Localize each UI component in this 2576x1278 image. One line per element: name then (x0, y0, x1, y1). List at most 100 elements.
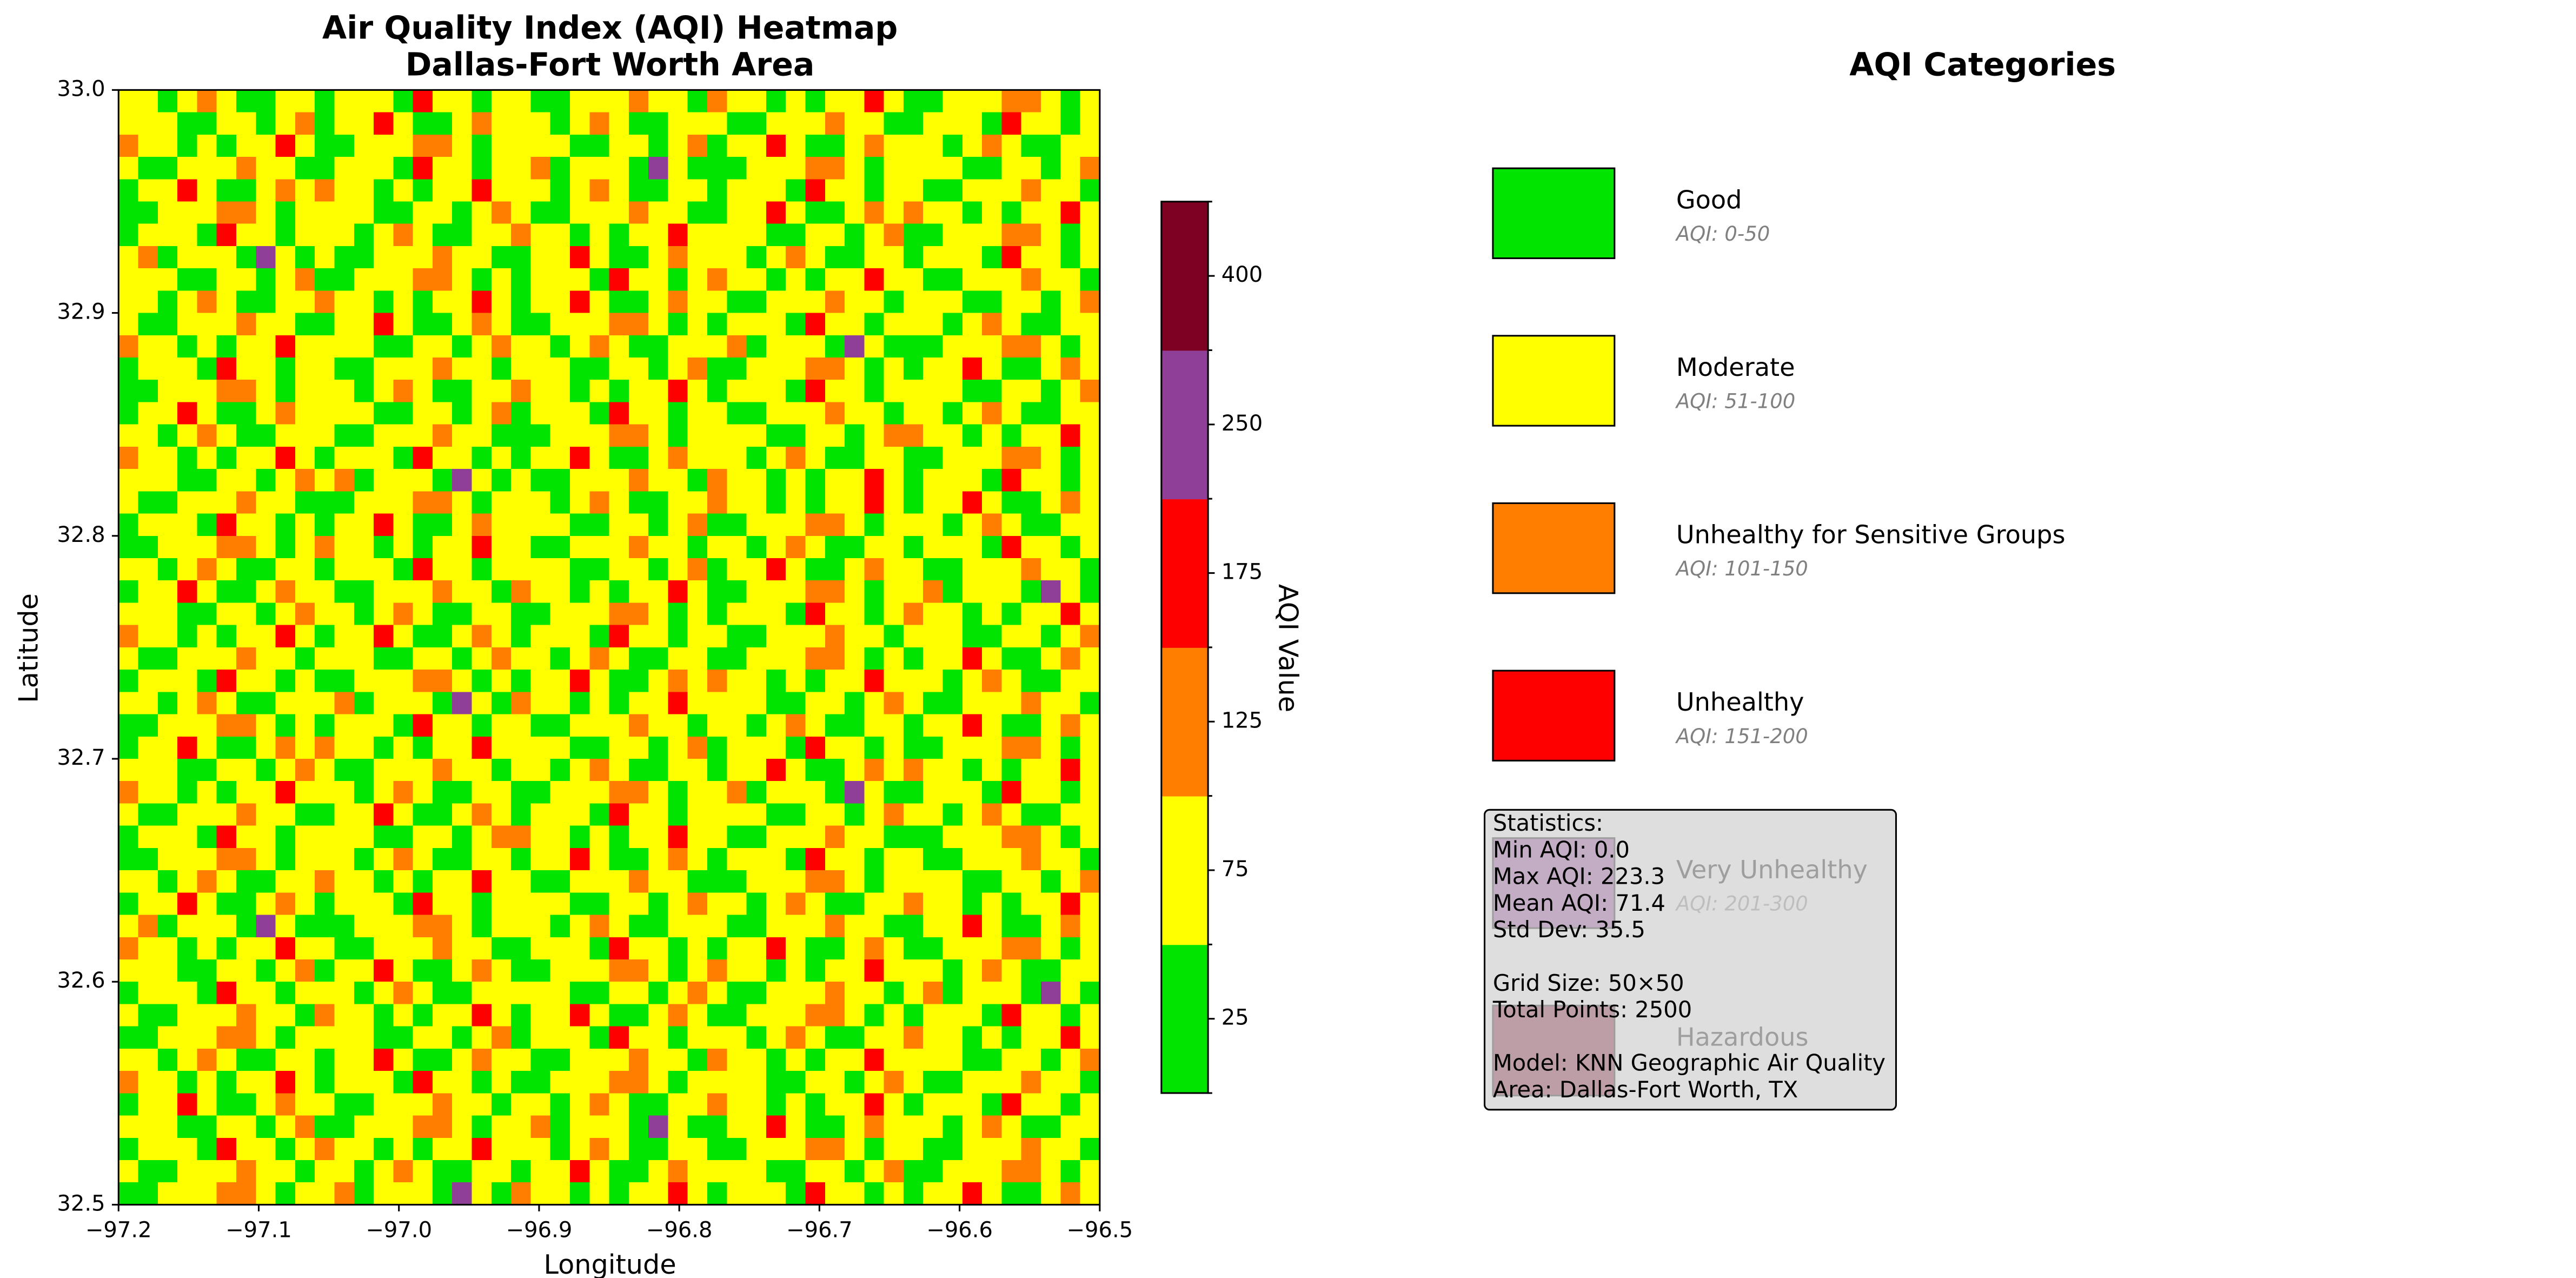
heatmap-cell (648, 290, 669, 314)
heatmap-cell (648, 759, 669, 782)
heatmap-cell (491, 1160, 512, 1183)
heatmap-cell (472, 1137, 492, 1161)
heatmap-cell (569, 335, 590, 358)
heatmap-cell (393, 469, 414, 492)
heatmap-cell (216, 1071, 237, 1094)
heatmap-cell (530, 625, 551, 648)
colorbar-tick-label: 25 (1221, 1005, 1249, 1030)
heatmap-cell (628, 558, 649, 581)
heatmap-cell (589, 223, 610, 247)
heatmap-cell (1080, 446, 1100, 470)
heatmap-cell (707, 602, 728, 626)
heatmap-cell (432, 1160, 453, 1183)
heatmap-cell (256, 268, 276, 292)
heatmap-cell (569, 670, 590, 693)
heatmap-cell (962, 558, 983, 581)
heatmap-cell (766, 1093, 787, 1116)
heatmap-cell (766, 937, 787, 960)
heatmap-cell (354, 513, 374, 537)
heatmap-cell (295, 223, 316, 247)
heatmap-cell (1060, 469, 1081, 492)
heatmap-cell (648, 424, 669, 447)
heatmap-cell (609, 1160, 629, 1183)
heatmap-cell (942, 692, 963, 715)
heatmap-cell (569, 424, 590, 447)
heatmap-cell (374, 380, 394, 403)
heatmap-cell (315, 90, 335, 113)
heatmap-cell (609, 736, 629, 759)
heatmap-cell (216, 223, 237, 247)
heatmap-cell (334, 625, 355, 648)
heatmap-cell (668, 714, 688, 737)
heatmap-cell (491, 1071, 512, 1094)
heatmap-cell (374, 1137, 394, 1161)
heatmap-cell (942, 1004, 963, 1027)
heatmap-cell (942, 446, 963, 470)
heatmap-cell (825, 915, 845, 938)
heatmap-cell (786, 1071, 806, 1094)
heatmap-cell (177, 759, 198, 782)
heatmap-cell (118, 1004, 139, 1027)
heatmap-cell (864, 335, 885, 358)
heatmap-cell (295, 491, 316, 514)
heatmap-cell (413, 803, 433, 826)
heatmap-cell (628, 1004, 649, 1027)
heatmap-cell (903, 1093, 924, 1116)
heatmap-cell (216, 825, 237, 849)
heatmap-cell (962, 714, 983, 737)
heatmap-cell (413, 246, 433, 269)
heatmap-cell (550, 714, 570, 737)
heatmap-cell (1021, 380, 1041, 403)
heatmap-cell (982, 803, 1002, 826)
heatmap-cell (295, 937, 316, 960)
heatmap-cell (354, 201, 374, 224)
heatmap-cell (609, 313, 629, 336)
heatmap-cell (884, 625, 904, 648)
heatmap-cell (491, 469, 512, 492)
heatmap-cell (118, 357, 139, 381)
heatmap-cell (334, 1048, 355, 1072)
heatmap-cell (413, 1160, 433, 1183)
heatmap-cell (511, 736, 532, 759)
heatmap-cell (432, 558, 453, 581)
heatmap-cell (766, 313, 787, 336)
heatmap-cell (334, 380, 355, 403)
heatmap-cell (903, 380, 924, 403)
heatmap-cell (1021, 90, 1041, 113)
heatmap-cell (354, 424, 374, 447)
heatmap-cell (197, 602, 217, 626)
heatmap-cell (707, 157, 728, 180)
heatmap-cell (334, 1026, 355, 1049)
heatmap-cell (668, 759, 688, 782)
heatmap-cell (374, 1026, 394, 1049)
heatmap-cell (216, 134, 237, 157)
heatmap-cell (923, 1093, 944, 1116)
heatmap-cell (472, 1048, 492, 1072)
heatmap-cell (609, 380, 629, 403)
heatmap-cell (845, 915, 865, 938)
heatmap-cell (118, 803, 139, 826)
heatmap-cell (472, 1160, 492, 1183)
heatmap-cell (413, 290, 433, 314)
heatmap-cell (805, 1004, 826, 1027)
heatmap-cell (177, 602, 198, 626)
heatmap-cell (197, 915, 217, 938)
colorbar-tick-label: 400 (1221, 262, 1263, 287)
heatmap-cell (746, 670, 767, 693)
heatmap-cell (589, 134, 610, 157)
legend-swatch (1492, 670, 1616, 761)
heatmap-cell (982, 268, 1002, 292)
y-tick-label: 32.9 (57, 300, 105, 325)
heatmap-cell (157, 982, 178, 1005)
heatmap-cell (982, 982, 1002, 1005)
heatmap-cell (884, 1093, 904, 1116)
heatmap-cell (315, 892, 335, 916)
heatmap-cell (275, 1071, 296, 1094)
heatmap-cell (177, 937, 198, 960)
heatmap-cell (746, 223, 767, 247)
heatmap-cell (786, 112, 806, 135)
heatmap-cell (1080, 825, 1100, 849)
heatmap-cell (334, 1004, 355, 1027)
heatmap-cell (942, 357, 963, 381)
heatmap-cell (923, 424, 944, 447)
